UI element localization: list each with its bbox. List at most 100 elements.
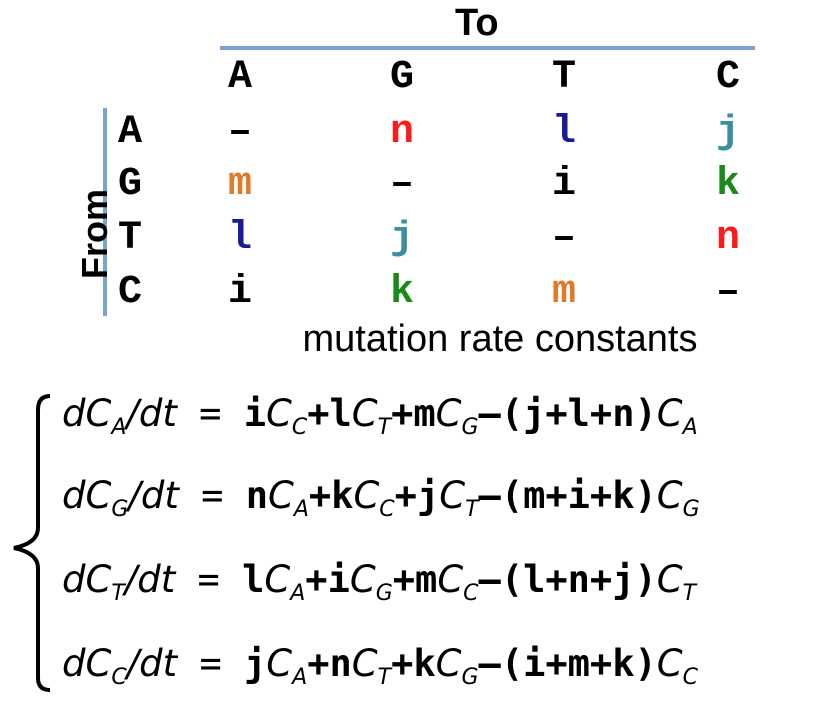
- term-1-variable: C: [264, 558, 291, 601]
- minus-sign: –: [478, 474, 501, 517]
- term-3-coefficient: j: [416, 474, 440, 517]
- rate-cell-g-to-a: m: [227, 162, 252, 207]
- lhs-subscript: G: [111, 497, 129, 522]
- lhs-per-time: /dt: [128, 474, 179, 517]
- plus-sign: +: [307, 392, 330, 435]
- term-2-coefficient: i: [327, 558, 350, 601]
- term-2-variable: C: [351, 642, 378, 685]
- equals-sign: =: [201, 474, 224, 517]
- lhs-subscript: C: [111, 665, 127, 690]
- rate-cell-c-to-t: m: [551, 270, 576, 315]
- term-1-coefficient: n: [245, 474, 268, 517]
- loss-subscript: A: [682, 415, 698, 440]
- lhs-per-time: /dt: [126, 642, 178, 685]
- loss-rate-sum: (l+n+j): [500, 558, 657, 601]
- term-2-variable: C: [349, 558, 376, 601]
- term-2-subscript: C: [379, 497, 395, 522]
- to-axis-line: [220, 46, 755, 50]
- lhs-subscript: A: [111, 415, 127, 440]
- plus-sign: +: [391, 392, 414, 435]
- term-2-coefficient: k: [331, 474, 354, 517]
- loss-subscript: G: [682, 497, 700, 522]
- term-1-variable: C: [265, 392, 292, 435]
- term-3-variable: C: [439, 474, 466, 517]
- rate-cell-g-to-t: i: [551, 162, 576, 207]
- rate-cell-c-to-g: k: [389, 270, 414, 315]
- rate-cell-t-to-a: l: [227, 216, 252, 261]
- column-header-a: A: [227, 55, 252, 100]
- term-2-subscript: G: [375, 581, 393, 606]
- term-1-coefficient: j: [244, 642, 267, 685]
- term-1-subscript: A: [293, 497, 309, 522]
- row-header-g: G: [118, 162, 143, 207]
- rate-cell-a-to-t: l: [551, 110, 576, 155]
- lhs-derivative: dC: [62, 392, 112, 435]
- term-1-coefficient: i: [243, 392, 266, 435]
- equation-row: dCC/dt = jCA+nCT+kCG–(i+m+k)CC: [62, 636, 698, 692]
- rate-cell-a-to-a: –: [227, 110, 252, 155]
- plus-sign: +: [308, 474, 332, 517]
- matrix-caption: mutation rate constants: [302, 318, 698, 360]
- row-header-t: T: [118, 216, 143, 261]
- term-1-subscript: C: [291, 415, 308, 440]
- lhs-per-time: /dt: [124, 558, 176, 601]
- rate-cell-t-to-c: n: [715, 216, 740, 261]
- rate-cell-a-to-c: j: [715, 110, 740, 155]
- minus-sign: –: [478, 558, 501, 601]
- loss-subscript: C: [682, 665, 698, 690]
- term-1-subscript: A: [292, 665, 308, 690]
- minus-sign: –: [478, 392, 501, 435]
- term-1-variable: C: [267, 474, 294, 517]
- column-header-t: T: [551, 55, 576, 100]
- term-1-variable: C: [266, 642, 293, 685]
- term-3-coefficient: m: [415, 558, 438, 601]
- term-3-variable: C: [435, 642, 462, 685]
- from-axis-label: From: [74, 189, 115, 279]
- loss-variable: C: [656, 642, 683, 685]
- term-3-subscript: G: [461, 415, 479, 440]
- rate-cell-a-to-g: n: [389, 110, 414, 155]
- rate-cell-t-to-g: j: [389, 216, 414, 261]
- equals-sign: =: [199, 642, 222, 685]
- term-1-subscript: A: [290, 581, 306, 606]
- term-3-variable: C: [435, 392, 462, 435]
- lhs-derivative: dC: [62, 558, 112, 601]
- equation-row: dCT/dt = lCA+iCG+mCC–(l+n+j)CT: [62, 552, 696, 608]
- system-brace: [13, 394, 51, 692]
- from-axis-line: [103, 108, 107, 316]
- rate-cell-c-to-c: –: [715, 270, 740, 315]
- loss-subscript: T: [682, 581, 697, 606]
- plus-sign: +: [391, 642, 414, 685]
- term-2-coefficient: n: [329, 642, 352, 685]
- row-header-a: A: [118, 110, 143, 155]
- loss-variable: C: [656, 474, 683, 517]
- term-3-subscript: C: [463, 581, 479, 606]
- loss-variable: C: [656, 392, 683, 435]
- rate-cell-t-to-t: –: [551, 216, 576, 261]
- lhs-per-time: /dt: [126, 392, 177, 435]
- term-2-subscript: T: [377, 665, 392, 690]
- rate-cell-g-to-c: k: [715, 162, 740, 207]
- term-3-subscript: G: [461, 665, 479, 690]
- lhs-subscript: T: [111, 581, 125, 606]
- to-axis-label: To: [455, 2, 499, 44]
- term-3-variable: C: [437, 558, 464, 601]
- term-2-subscript: T: [377, 415, 392, 440]
- loss-rate-sum: (m+i+k): [500, 474, 657, 517]
- term-2-coefficient: l: [329, 392, 352, 435]
- equation-row: dCG/dt = nCA+kCC+jCT–(m+i+k)CG: [62, 468, 700, 524]
- rate-cell-c-to-a: i: [227, 270, 252, 315]
- equation-row: dCA/dt = iCC+lCT+mCG–(j+l+n)CA: [62, 386, 698, 442]
- plus-sign: +: [307, 642, 330, 685]
- term-2-variable: C: [353, 474, 380, 517]
- term-1-coefficient: l: [242, 558, 265, 601]
- plus-sign: +: [305, 558, 328, 601]
- term-3-coefficient: m: [413, 392, 436, 435]
- equals-sign: =: [197, 558, 220, 601]
- lhs-derivative: dC: [62, 474, 112, 517]
- loss-variable: C: [656, 558, 683, 601]
- column-header-g: G: [389, 55, 414, 100]
- plus-sign: +: [392, 558, 416, 601]
- plus-sign: +: [394, 474, 417, 517]
- equals-sign: =: [199, 392, 222, 435]
